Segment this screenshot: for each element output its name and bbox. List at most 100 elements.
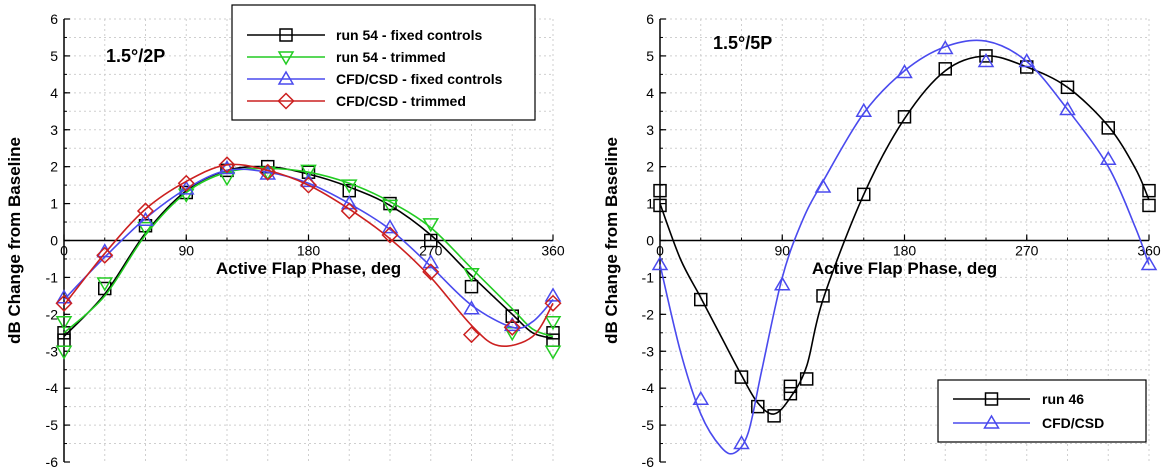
chart2-legend-marker-1 [984,392,999,406]
chart2-y-tick-label: 5 [646,48,654,64]
chart2-series-1-point [979,49,993,63]
chart1-x-tick-label: 90 [178,243,194,259]
chart2-series-1-point [653,198,667,213]
chart1-x-tick-label: 180 [297,243,321,259]
chart2-series-2-point [1059,100,1076,116]
chart2-series-2-point [1099,150,1117,166]
chart1-series-4-point [299,176,318,194]
chart2-series-1-line [659,55,1150,415]
chart1-y-tick-label: 5 [50,48,58,64]
chart1-series-4-line [63,163,554,347]
chart1-y-tick-label: -1 [46,269,59,285]
chart1-series-4-point [218,156,236,174]
chart2-series-1-point [783,386,798,401]
chart1-series-2-point [137,221,154,237]
chart2-y-tick-label: -3 [642,343,655,359]
chart1-y-tick-label: 6 [50,11,58,27]
chart1-y-tick-label: -5 [46,417,59,433]
chart1-legend-label-4: CFD/CSD - trimmed [336,93,466,109]
chart1-series-2-point [55,315,73,331]
chart2-series-1-point [816,289,830,303]
chart2-y-tick-label: 1 [646,196,654,212]
chart1-x-tick-label: 0 [60,243,68,259]
chart2-series-1-point [1101,121,1115,135]
chart1-y-tick-label: 3 [50,122,58,138]
chart1-annotation: 1.5°/2P [106,46,165,66]
chart1-series-2-point [340,179,358,194]
chart2-y-axis-label: dB Change from Baseline [602,137,621,344]
chart1-series-4-point [422,263,440,281]
chart2-y-tick-label: 6 [646,11,654,27]
chart1-y-tick-label: 4 [50,85,58,101]
chart1-series-2-point [544,315,562,331]
chart1-series-2-point [55,345,73,360]
chart1-series-3-point [463,300,480,315]
chart2-legend-label-2: CFD/CSD [1042,415,1104,431]
chart1-legend-label-2: run 54 - trimmed [336,49,446,65]
chart2-series-2-point [651,256,669,271]
chart1-series-3-point [422,254,440,269]
chart1-legend-label-3: CFD/CSD - fixed controls [336,71,503,87]
chart2-y-tick-label: 2 [646,159,654,175]
chart1-x-tick-label: 360 [541,243,565,259]
chart2-series-1-point [799,372,814,386]
chart2-series-1-point [1060,80,1075,95]
chart2-legend-marker-2 [983,414,1000,429]
chart1-series-3-point [503,316,521,332]
chart2-series-2-point [896,64,913,79]
chart2-series-1-point [783,379,798,394]
chart2-legend-label-1: run 46 [1042,391,1084,407]
chart2-series-2-point [692,390,710,405]
chart2-series-2-point [936,40,954,55]
chart1-legend-marker-2 [277,51,295,66]
chart2-series-1-point [1142,183,1156,198]
chart1-y-tick-label: 2 [50,159,58,175]
chart2-y-tick-label: -2 [642,306,655,322]
chart2-series-2-point [773,276,791,291]
chart1-series-1-point [57,326,71,340]
chart2-series-2-point [1018,52,1036,68]
chart1-series-1-point [546,326,560,340]
chart1-legend-marker-3 [277,70,295,85]
chart2-series-1-point [1142,198,1156,213]
chart2-x-tick-label: 360 [1137,243,1161,259]
chart2-series-2-point [814,178,832,193]
chart1-y-tick-label: -4 [46,380,59,396]
chart2-series-1-point [897,110,912,124]
chart1-series-4-point [503,318,521,336]
chart1-series-1-point [57,333,71,347]
chart1-series-3-point [218,160,236,175]
chart1-series-2-point [544,345,562,360]
chart1-series-4-point [340,202,358,220]
chart2-series-1-point [938,62,952,76]
chart2-y-tick-label: 0 [646,233,654,249]
chart1-series-3-point [381,219,399,234]
chart2-x-tick-label: 270 [1015,243,1039,259]
chart1-legend-marker-4 [277,92,295,110]
chart2-annotation: 1.5°/5P [713,33,772,53]
chart1-series-3-point [137,211,154,226]
chart2-legend-box [937,379,1147,443]
chart2-series-1-point [694,292,708,307]
chart1-series-3-point [544,287,562,302]
chart2-x-axis-label: Active Flap Phase, deg [812,259,997,278]
chart1-y-tick-label: -3 [46,343,59,359]
chart2-series-2-point [733,435,750,450]
chart1-series-3-point [55,289,73,304]
chart1-series-2-point [218,171,236,187]
chart2-series-1-point [857,187,871,202]
chart1-series-4-point [55,294,73,312]
chart1-series-2-point [381,199,399,214]
chart2-x-tick-label: 0 [656,243,664,259]
chart2-series-2-point [855,102,873,118]
chart1-series-2-point [300,164,317,179]
chart2-y-tick-label: -4 [642,380,655,396]
chart1-series-4-point [259,163,277,181]
chart1-y-axis-label: dB Change from Baseline [5,137,24,344]
chart1-x-axis-label: Active Flap Phase, deg [216,259,401,278]
chart1-legend-label-1: run 54 - fixed controls [336,27,482,43]
chart1-series-4-point [136,202,155,220]
chart1-series-4-point [96,246,114,264]
chart1-legend-marker-1 [279,28,293,42]
chart1-series-4-point [462,326,481,344]
